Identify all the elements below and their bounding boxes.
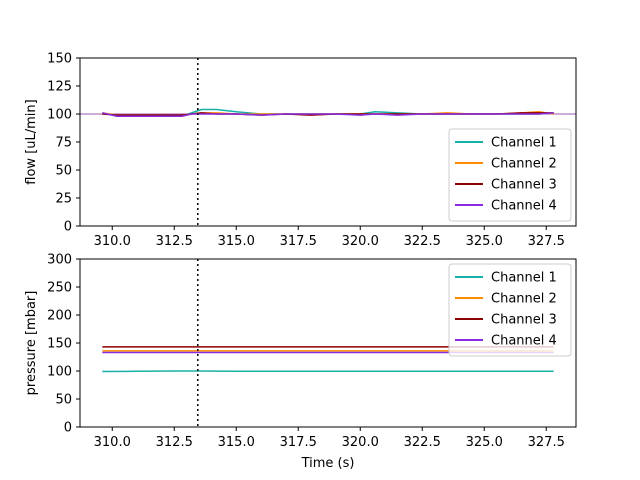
legend: Channel 1 Channel 2 Channel 3 Channel 4 [448,263,572,357]
x-tick-label: 327.5 [528,435,565,450]
legend-label-channel-4: Channel 4 [491,334,557,349]
y-axis-label: flow [uL/min] [24,99,39,184]
y-tick-label: 125 [47,80,72,95]
x-tick-label: 325.0 [466,234,503,249]
legend: Channel 1 Channel 2 Channel 3 Channel 4 [448,128,572,222]
y-tick-label: 300 [47,253,72,268]
y-tick-label: 150 [47,337,72,352]
x-tick-label: 322.5 [404,435,441,450]
y-tick-label: 200 [47,309,72,324]
x-tick-label: 312.5 [156,435,193,450]
flow-panel: 310.0 312.5 315.0 317.5 320.0 322.5 325.0 327.5… [24,52,577,249]
y-tick-label: 250 [47,281,72,296]
x-tick-label: 315.0 [218,234,255,249]
y-tick-label: 0 [64,421,72,436]
legend-label-channel-3: Channel 3 [491,178,557,193]
legend-label-channel-3: Channel 3 [491,313,557,328]
y-tick-label: 150 [47,52,72,67]
legend-label-channel-2: Channel 2 [491,292,557,307]
y-tick-label: 50 [55,393,72,408]
y-tick-label: 100 [47,365,72,380]
x-tick-label: 312.5 [156,234,193,249]
x-tick-label: 317.5 [280,435,317,450]
y-tick-label: 50 [55,164,72,179]
x-tick-label: 320.0 [342,234,379,249]
y-tick-label: 100 [47,108,72,123]
x-axis-label: Time (s) [301,456,355,471]
y-tick-label: 0 [64,220,72,235]
pressure-panel: 310.0 312.5 315.0 317.5 320.0 322.5 325.0 327.5… [24,253,577,471]
x-tick-label: 315.0 [218,435,255,450]
x-tick-label: 325.0 [466,435,503,450]
x-tick-label: 327.5 [528,234,565,249]
x-tick-label: 317.5 [280,234,317,249]
x-tick-label: 310.0 [94,234,131,249]
legend-label-channel-4: Channel 4 [491,199,557,214]
series-line-channel-4 [102,112,554,117]
y-tick-label: 75 [55,136,72,151]
y-tick-label: 25 [55,192,72,207]
legend-label-channel-2: Channel 2 [491,157,557,172]
legend-box [448,128,572,222]
series-line-channel-1 [102,370,554,373]
y-axis-label: pressure [mbar] [24,291,39,396]
x-tick-label: 322.5 [404,234,441,249]
legend-label-channel-1: Channel 1 [491,271,557,286]
x-tick-label: 310.0 [94,435,131,450]
legend-label-channel-1: Channel 1 [491,136,557,151]
x-tick-label: 320.0 [342,435,379,450]
legend-box [448,263,572,357]
